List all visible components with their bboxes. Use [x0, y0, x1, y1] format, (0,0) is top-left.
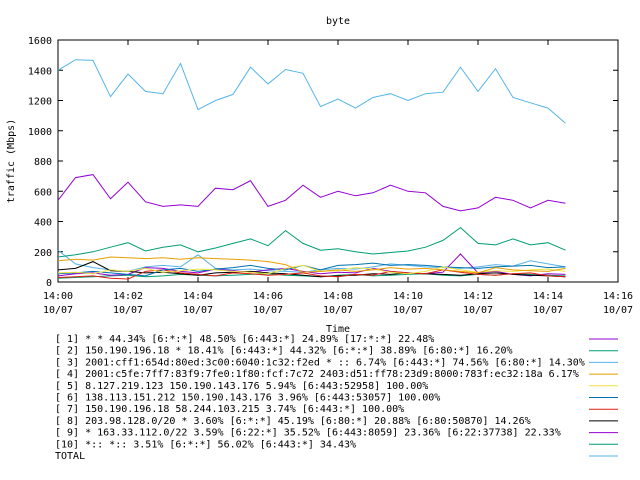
y-tick-label: 600 — [34, 187, 52, 198]
x-tick-date-label: 10/07 — [183, 305, 213, 316]
x-tick-time-label: 14:04 — [183, 291, 213, 302]
x-tick-date-label: 10/07 — [393, 305, 423, 316]
legend-entry-label: [10] *:: *:: 3.51% [6:*:*] 56.02% [6:443… — [55, 439, 356, 450]
legend-entry-label: [ 6] 138.113.151.212 150.190.143.176 3.9… — [55, 393, 440, 404]
y-axis-label: traffic (Mbps) — [6, 119, 17, 203]
x-tick-date-label: 10/07 — [253, 305, 283, 316]
x-tick-date-label: 10/07 — [533, 305, 563, 316]
series-line-2 — [57, 226, 566, 258]
series-line-3 — [57, 59, 566, 124]
y-tick-label: 1200 — [28, 97, 52, 108]
plot-frame — [57, 39, 619, 283]
x-tick-time-label: 14:14 — [533, 291, 563, 302]
legend-entry-label: [ 3] 2001:cff1:654d:80ed:3c00:6040:1c32:… — [55, 357, 585, 368]
x-tick-time-label: 14:08 — [323, 291, 353, 302]
x-tick-time-label: 14:16 — [603, 291, 633, 302]
legend-entry-label: [ 7] 150.190.196.18 58.244.103.215 3.74%… — [55, 404, 404, 415]
x-tick-time-label: 14:00 — [43, 291, 73, 302]
y-tick-label: 200 — [34, 248, 52, 259]
legend-entry-label: [ 5] 8.127.219.123 150.190.143.176 5.94%… — [55, 381, 428, 392]
series-line-11 — [57, 249, 566, 273]
x-tick-date-label: 10/07 — [463, 305, 493, 316]
chart-title: byte — [326, 16, 350, 27]
series-line-6 — [57, 262, 566, 277]
y-tick-label: 1600 — [28, 36, 52, 47]
y-tick-label: 0 — [46, 278, 52, 289]
x-tick-time-label: 14:10 — [393, 291, 423, 302]
legend: [ 1] * * 44.34% [6:*:*] 48.50% [6:443:*]… — [55, 334, 618, 462]
legend-entry-label: [ 4] 2001:c5fe:7ff7:83f9:7fe0:1f80:fcf:7… — [55, 369, 579, 380]
y-tick-label: 800 — [34, 157, 52, 168]
x-tick-time-label: 14:06 — [253, 291, 283, 302]
x-axis-label: Time — [326, 324, 350, 335]
series-lines — [57, 59, 566, 280]
x-tick-date-label: 10/07 — [323, 305, 353, 316]
series-line-1 — [57, 174, 566, 212]
y-tick-label: 1400 — [28, 66, 52, 77]
series-line-7 — [57, 269, 566, 280]
x-tick-time-label: 14:02 — [113, 291, 143, 302]
series-line-4 — [57, 256, 566, 274]
x-tick-date-label: 10/07 — [603, 305, 633, 316]
legend-entry-label: [ 1] * * 44.34% [6:*:*] 48.50% [6:443:*]… — [55, 334, 434, 345]
y-tick-label: 400 — [34, 218, 52, 229]
y-axis-ticks: 0 200 400 600 800 1000 1200 1400 1600 — [28, 36, 618, 289]
x-tick-time-label: 14:12 — [463, 291, 493, 302]
legend-entry-label: [ 2] 150.190.196.18 * 18.41% [6:443:*] 4… — [55, 346, 513, 357]
x-tick-date-label: 10/07 — [43, 305, 73, 316]
x-tick-date-label: 10/07 — [113, 305, 143, 316]
legend-entry-label: [ 9] * 163.33.112.0/22 3.59% [6:22:*] 35… — [55, 428, 561, 439]
y-tick-label: 1000 — [28, 127, 52, 138]
legend-entry-label: TOTAL — [55, 451, 85, 462]
legend-entry-label: [ 8] 203.98.128.0/20 * 3.60% [6:*:*] 45.… — [55, 416, 531, 427]
x-axis-ticks: 14:00 10/07 14:02 10/07 14:04 10/07 14:06 10/07… — [43, 40, 633, 316]
